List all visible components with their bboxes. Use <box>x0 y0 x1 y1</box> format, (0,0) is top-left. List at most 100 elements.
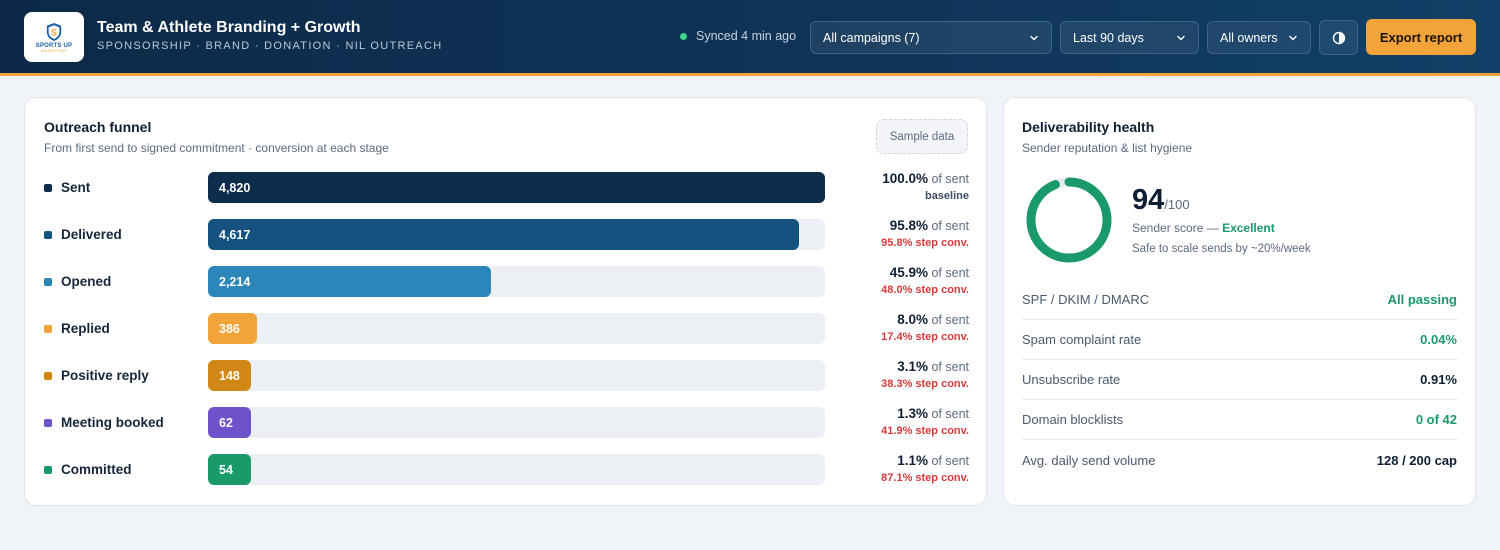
metric-value: 0 of 42 <box>1415 412 1457 427</box>
funnel-bar-track <box>208 360 825 391</box>
metric-label: Unsubscribe rate <box>1022 372 1121 387</box>
sender-score-gauge <box>1026 177 1112 263</box>
metric-label: SPF / DKIM / DMARC <box>1022 292 1150 307</box>
stage-percent-of-sent: 95.8% of sent <box>889 218 969 233</box>
sender-score: 94/100 <box>1132 184 1190 217</box>
funnel-bar[interactable]: 54 <box>208 454 251 485</box>
stage-label-text: Positive reply <box>61 368 149 383</box>
brand-logo[interactable]: S SPORTS UP MARKETING <box>24 12 84 62</box>
funnel-bar[interactable]: 4,820 <box>208 172 825 203</box>
sync-dot-icon <box>680 32 687 40</box>
stage-color-swatch <box>44 324 52 333</box>
stage-step-conversion: 38.3% step conv. <box>881 378 969 390</box>
sender-score-label: Sender score — Excellent <box>1132 221 1275 235</box>
funnel-bar[interactable]: 4,617 <box>208 219 799 250</box>
stage-label-text: Meeting booked <box>61 415 164 430</box>
owner-filter-select[interactable]: All owners <box>1207 21 1311 54</box>
metric-label: Spam complaint rate <box>1022 332 1142 347</box>
stage-step-conversion: 17.4% step conv. <box>881 331 969 343</box>
chevron-down-icon <box>1289 35 1297 40</box>
stage-step-conversion: 87.1% step conv. <box>881 472 969 484</box>
metric-label: Avg. daily send volume <box>1022 452 1156 468</box>
funnel-row[interactable]: Sent 4,820 100.0% of sent baseline <box>25 171 988 212</box>
stage-color-swatch <box>44 230 52 239</box>
sync-status-text: Synced 4 min ago <box>696 29 797 43</box>
funnel-bar[interactable]: 386 <box>208 313 257 344</box>
stage-color-swatch <box>44 418 52 427</box>
deliverability-health-card: Deliverability health Sender reputation … <box>1003 97 1476 506</box>
stage-step-conversion: 41.9% step conv. <box>881 425 969 437</box>
sender-score-value: 94 <box>1132 184 1165 216</box>
stage-percent-of-sent: 3.1% of sent <box>897 359 969 374</box>
chevron-down-icon <box>1177 35 1185 40</box>
stage-color-swatch <box>44 465 52 474</box>
campaign-filter-value: All campaigns (7) <box>823 30 920 45</box>
health-metric-row: Avg. daily send volume 128 / 200 cap <box>1022 440 1457 480</box>
health-metric-row: Unsubscribe rate 0.91% <box>1022 360 1457 400</box>
export-report-button[interactable]: Export report <box>1366 19 1476 55</box>
logo-text: SPORTS UP <box>35 42 73 49</box>
score-label-prefix: Sender score — <box>1132 221 1219 235</box>
shield-logo-icon: S <box>46 22 62 41</box>
funnel-stage-label: Positive reply <box>44 368 149 383</box>
chevron-down-icon <box>1030 35 1038 40</box>
stage-percent-of-sent: 8.0% of sent <box>897 312 969 327</box>
score-rating: Excellent <box>1222 221 1275 235</box>
funnel-subtitle: From first send to signed commitment · c… <box>44 141 389 155</box>
funnel-bar[interactable]: 2,214 <box>208 266 491 297</box>
sample-data-badge: Sample data <box>876 119 968 154</box>
sync-status: Synced 4 min ago <box>680 29 796 43</box>
funnel-bar-track <box>208 407 825 438</box>
stage-color-swatch <box>44 183 52 192</box>
contrast-icon <box>1332 31 1345 44</box>
stage-step-conversion: baseline <box>924 190 969 202</box>
score-note: Safe to scale sends by ~20%/week <box>1132 243 1311 255</box>
metric-label: Domain blocklists <box>1022 412 1124 427</box>
funnel-bar[interactable]: 148 <box>208 360 251 391</box>
date-range-select[interactable]: Last 90 days <box>1060 21 1199 54</box>
top-header: S SPORTS UP MARKETING Team & Athlete Bra… <box>0 0 1500 76</box>
date-range-value: Last 90 days <box>1073 30 1144 45</box>
stage-percent-of-sent: 1.3% of sent <box>897 406 969 421</box>
funnel-stage-label: Committed <box>44 462 132 477</box>
stage-color-swatch <box>44 371 52 380</box>
stage-step-conversion: 95.8% step conv. <box>881 237 969 249</box>
stage-percent-of-sent: 1.1% of sent <box>897 453 969 468</box>
health-subtitle: Sender reputation & list hygiene <box>1022 141 1193 155</box>
funnel-bar-track <box>208 454 825 485</box>
health-metric-row: Domain blocklists 0 of 42 <box>1022 400 1457 440</box>
funnel-row[interactable]: Opened 2,214 45.9% of sent 48.0% step conv. <box>25 265 988 306</box>
funnel-row[interactable]: Committed 54 1.1% of sent 87.1% step conv. <box>25 453 988 494</box>
campaign-filter-select[interactable]: All campaigns (7) <box>810 21 1052 54</box>
health-title: Deliverability health <box>1022 119 1155 135</box>
metric-value: 0.91% <box>1420 372 1457 387</box>
funnel-stage-label: Delivered <box>44 227 122 242</box>
funnel-stage-label: Opened <box>44 274 111 289</box>
stage-label-text: Opened <box>61 274 112 289</box>
funnel-row[interactable]: Positive reply 148 3.1% of sent 38.3% step … <box>25 359 988 400</box>
outreach-funnel-card: Outreach funnel From first send to signe… <box>24 97 987 506</box>
owner-filter-value: All owners <box>1220 30 1278 45</box>
funnel-row[interactable]: Delivered 4,617 95.8% of sent 95.8% step co… <box>25 218 988 259</box>
gauge-arc <box>1026 177 1112 263</box>
stage-label-text: Committed <box>61 462 132 477</box>
theme-toggle-button[interactable] <box>1319 20 1358 55</box>
health-metric-row: Spam complaint rate 0.04% <box>1022 320 1457 360</box>
funnel-bar-track <box>208 313 825 344</box>
stage-label-text: Delivered <box>61 227 122 242</box>
stage-label-text: Replied <box>61 321 110 336</box>
funnel-row[interactable]: Meeting booked 62 1.3% of sent 41.9% step c… <box>25 406 988 447</box>
funnel-row[interactable]: Replied 386 8.0% of sent 17.4% step conv. <box>25 312 988 353</box>
stage-label-text: Sent <box>61 180 91 195</box>
funnel-bar[interactable]: 62 <box>208 407 251 438</box>
stage-percent-of-sent: 100.0% of sent <box>882 171 969 186</box>
logo-subtext: MARKETING <box>41 48 67 53</box>
funnel-title: Outreach funnel <box>44 119 152 135</box>
stage-step-conversion: 48.0% step conv. <box>881 284 969 296</box>
funnel-stage-label: Sent <box>44 180 90 195</box>
funnel-stage-label: Meeting booked <box>44 415 164 430</box>
health-metric-row: SPF / DKIM / DMARC All passing <box>1022 280 1457 320</box>
app-title: Team & Athlete Branding + Growth <box>97 19 361 36</box>
metric-value: All passing <box>1387 292 1457 307</box>
metric-value: 0.04% <box>1420 332 1457 347</box>
